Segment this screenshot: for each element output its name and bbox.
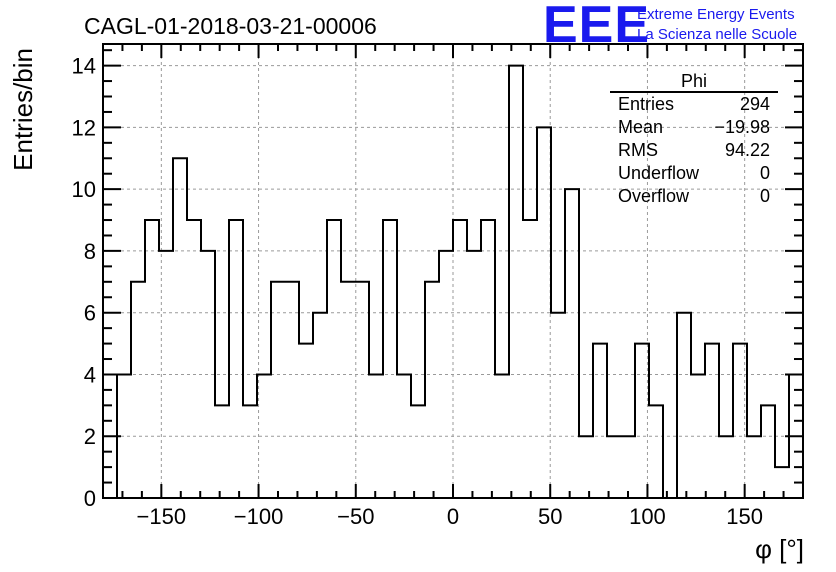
y-tick-label: 6 <box>84 301 96 326</box>
y-tick-label: 8 <box>84 239 96 264</box>
x-tick-label: 100 <box>629 504 666 529</box>
axes <box>102 43 804 499</box>
stats-value: 0 <box>760 163 770 183</box>
grid <box>103 44 803 498</box>
x-tick-label: −50 <box>337 504 374 529</box>
chart-title: CAGL-01-2018-03-21-00006 <box>84 13 377 39</box>
stats-title: Phi <box>681 71 707 91</box>
stats-value: −19.98 <box>714 117 770 137</box>
histogram-line <box>103 64 803 499</box>
stats-box: Phi Entries 294 Mean −19.98 RMS 94.22 Underflo… <box>610 71 778 206</box>
x-tick-label: −150 <box>137 504 187 529</box>
stats-label: Overflow <box>618 186 690 206</box>
y-tick-labels: 0 2 4 6 8 10 12 14 <box>72 54 96 511</box>
logo-mark: EEE <box>543 0 650 54</box>
stats-value: 0 <box>760 186 770 206</box>
x-tick-label: 50 <box>538 504 562 529</box>
x-tick-label: 150 <box>726 504 763 529</box>
x-tick-label: 0 <box>447 504 459 529</box>
y-tick-label: 4 <box>84 362 96 387</box>
y-tick-label: 10 <box>72 177 96 202</box>
stats-value: 94.22 <box>725 140 770 160</box>
stats-label: Entries <box>618 94 674 114</box>
stats-rows: Entries 294 Mean −19.98 RMS 94.22 Underflow 0 Ov… <box>618 94 770 206</box>
x-axis-label: φ [°] <box>755 534 804 564</box>
stats-label: Mean <box>618 117 663 137</box>
y-tick-label: 14 <box>72 54 96 79</box>
x-tick-labels: −150 −100 −50 0 50 100 150 <box>137 504 763 529</box>
stats-label: Underflow <box>618 163 700 183</box>
y-tick-label: 12 <box>72 115 96 140</box>
y-tick-label: 0 <box>84 486 96 511</box>
stats-value: 294 <box>740 94 770 114</box>
y-axis-label: Entries/bin <box>8 48 38 171</box>
logo-line-2: La Scienza nelle Scuole <box>637 26 797 43</box>
stats-label: RMS <box>618 140 658 160</box>
y-tick-label: 2 <box>84 424 96 449</box>
logo-line-1: Extreme Energy Events <box>637 6 795 23</box>
x-tick-label: −100 <box>234 504 284 529</box>
eee-logo: EEE Extreme Energy Events La Scienza nel… <box>543 0 797 54</box>
